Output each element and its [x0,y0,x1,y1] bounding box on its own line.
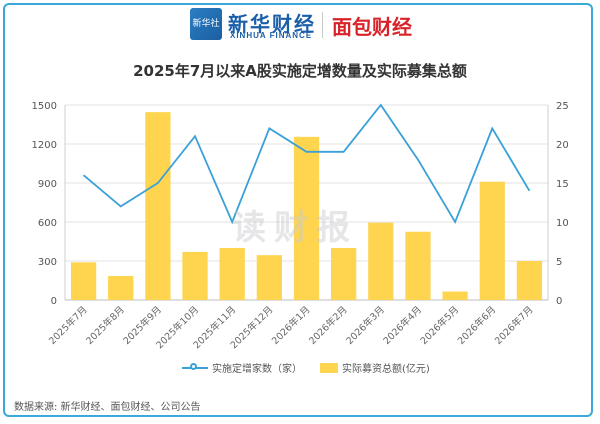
bar [331,248,357,300]
xinhua-logo: 新华社 [190,8,222,40]
bar [219,248,245,300]
y-left-tick-label: 900 [38,179,57,190]
y-right-tick-label: 15 [556,179,569,190]
y-right-tick-label: 20 [556,140,569,151]
y-left-tick-label: 0 [51,296,57,307]
source-note: 数据来源: 新华财经、面包财经、公司公告 [14,402,201,413]
chart-title: 2025年7月以来A股实施定增数量及实际募集总额 [133,62,467,80]
watermark: 读财报 [232,208,358,248]
bar [479,181,505,300]
legend-bar-label: 实际募资总额(亿元) [342,364,430,375]
legend-item-line: 实施定增家数（家） [182,360,302,375]
bar [405,231,431,300]
x-tick-label: 2026年3月 [344,304,387,347]
x-tick-label: 2025年7月 [46,304,89,347]
y-right-tick-label: 25 [556,101,569,112]
y-left-tick-label: 1200 [32,140,57,151]
mianbao-finance-brand: 面包财经 [332,15,412,39]
y-left-tick-label: 300 [38,257,57,268]
x-tick-label: 2026年7月 [492,304,535,347]
bar [108,275,134,300]
brand-header: 新华社 新华财经 XINHUA FINANCE 面包财经 [0,0,600,48]
y-left-tick-label: 1500 [32,101,57,112]
legend-bar-swatch [320,362,338,373]
brand-divider [322,12,323,38]
bar [368,222,394,300]
y-right-tick-label: 10 [556,218,569,229]
legend-item-bar: 实际募资总额(亿元) [320,360,430,375]
x-tick-label: 2026年4月 [381,304,424,347]
legend-line-label: 实施定增家数（家） [212,364,302,375]
x-tick-label: 2026年2月 [306,304,349,347]
line-series [82,103,531,225]
xinhua-finance-subtitle: XINHUA FINANCE [230,31,313,40]
bar [516,261,543,300]
x-tick-label: 2025年8月 [84,304,127,347]
xinhua-finance-brand: 新华财经 [228,12,316,36]
bar [293,136,320,300]
bar [182,251,208,300]
x-tick-label: 2026年5月 [418,304,461,347]
bar [70,262,97,300]
x-tick-label: 2026年6月 [455,304,498,347]
legend-line-swatch [182,362,208,370]
bar [442,291,468,300]
y-left-tick-label: 600 [38,218,57,229]
chart-frame [3,3,593,417]
bar [256,255,282,300]
chart-legend: 实施定增家数（家） 实际募资总额(亿元) [0,360,600,376]
y-right-tick-label: 5 [556,257,562,268]
y-right-tick-label: 0 [556,296,562,307]
x-tick-label: 2026年1月 [269,304,312,347]
bar [145,112,171,301]
